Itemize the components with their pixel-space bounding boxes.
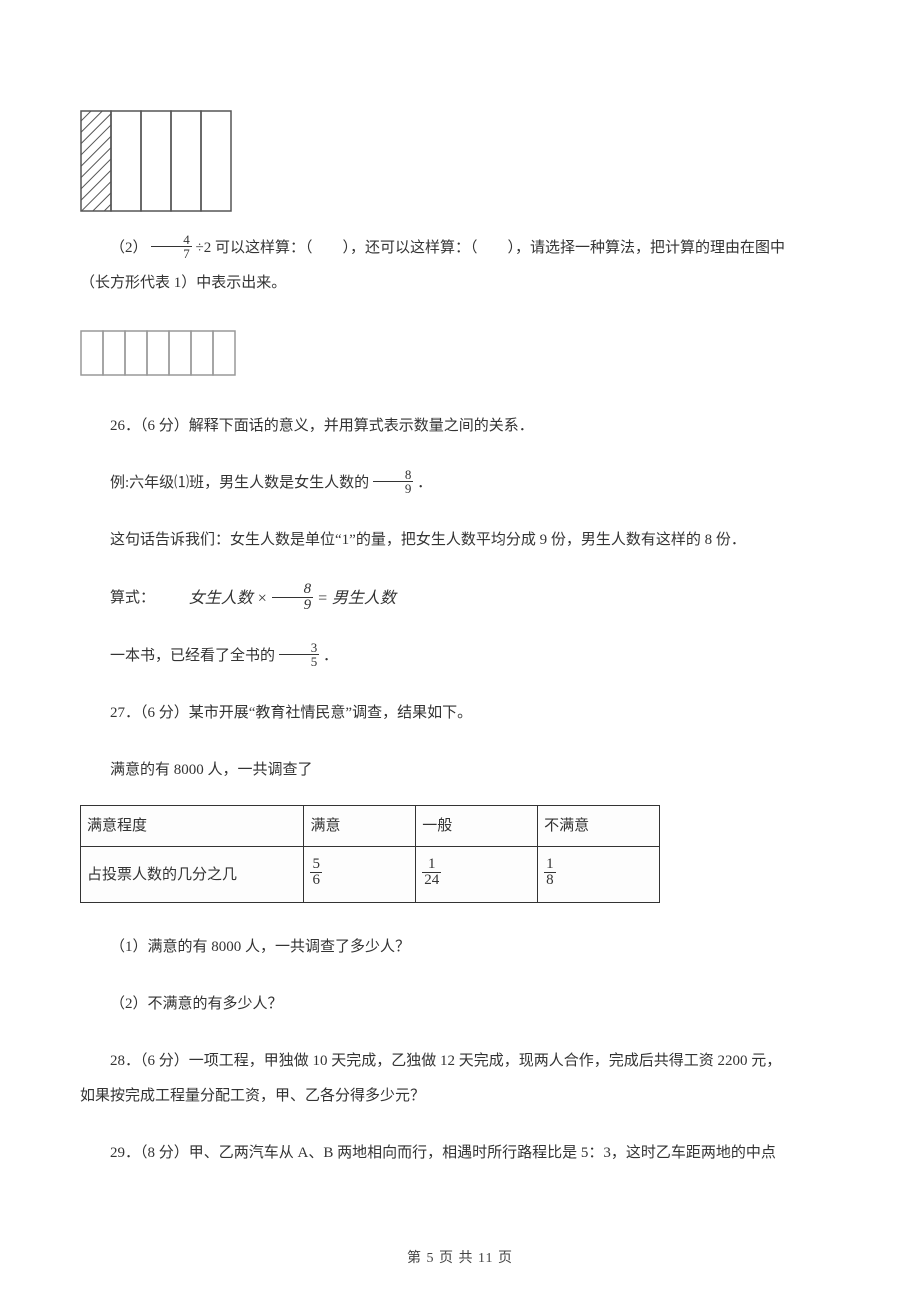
problem-27-title: 27．（6 分）某市开展“教育社情民意”调查，结果如下。 — [80, 697, 840, 730]
cell-header-degree: 满意程度 — [81, 806, 304, 847]
problem-27-q1: （1）满意的有 8000 人，一共调查了多少人？ — [80, 931, 840, 964]
text: ． — [323, 648, 338, 664]
text: 例:六年级⑴班，男生人数是女生人数的 — [110, 475, 373, 491]
problem-25-2-line1: （2） 4 7 ÷2 可以这样算：（ ），还可以这样算：（ ），请选择一种算法，… — [80, 232, 840, 265]
text: ． — [417, 475, 432, 491]
problem-29: 29．（8 分）甲、乙两汽车从 A、B 两地相向而行，相遇时所行路程比是 5：3… — [80, 1137, 840, 1170]
text: （2） — [110, 240, 148, 256]
text: ÷2 可以这样算：（ ），还可以这样算：（ ），请选择一种算法，把计算的理由在图… — [196, 240, 786, 256]
problem-27-intro: 满意的有 8000 人，一共调查了 — [80, 754, 840, 787]
fraction-8-9-eq: 8 9 — [272, 582, 314, 613]
fraction-8-9: 8 9 — [373, 468, 414, 495]
text: 一本书，已经看了全书的 — [110, 648, 279, 664]
problem-26-example: 例:六年级⑴班，男生人数是女生人数的 8 9 ． — [80, 467, 840, 500]
problem-26-equation: 算式： 女生人数 × 8 9 = 男生人数 — [80, 581, 840, 616]
problem-27-q2: （2）不满意的有多少人？ — [80, 988, 840, 1021]
fraction-3-5: 3 5 — [279, 641, 320, 668]
equation-image: 女生人数 × 8 9 = 男生人数 — [159, 581, 396, 616]
cell-label-fraction: 占投票人数的几分之几 — [81, 847, 304, 903]
figure-rectangle-7cols — [80, 330, 840, 376]
cell-frac-satisfied: 56 — [304, 847, 416, 903]
table-row-header: 满意程度 满意 一般 不满意 — [81, 806, 660, 847]
cell-header-neutral: 一般 — [416, 806, 538, 847]
problem-26-title: 26．（6 分）解释下面话的意义，并用算式表示数量之间的关系． — [80, 410, 840, 443]
cell-header-unsatisfied: 不满意 — [538, 806, 660, 847]
page-footer: 第 5 页 共 11 页 — [0, 1248, 920, 1270]
table-row-fractions: 占投票人数的几分之几 56 124 18 — [81, 847, 660, 903]
figure-rectangle-5cols — [80, 110, 840, 212]
fraction-4-7: 4 7 — [151, 233, 192, 260]
cell-frac-unsatisfied: 18 — [538, 847, 660, 903]
problem-28-line1: 28．（6 分）一项工程，甲独做 10 天完成，乙独做 12 天完成，现两人合作… — [80, 1045, 840, 1078]
eq-label: 算式： — [110, 590, 155, 606]
survey-table: 满意程度 满意 一般 不满意 占投票人数的几分之几 56 124 18 — [80, 805, 840, 903]
problem-26-explanation: 这句话告诉我们：女生人数是单位“1”的量，把女生人数平均分成 9 份，男生人数有… — [80, 524, 840, 557]
cell-header-satisfied: 满意 — [304, 806, 416, 847]
problem-26-book: 一本书，已经看了全书的 3 5 ． — [80, 640, 840, 673]
cell-frac-neutral: 124 — [416, 847, 538, 903]
problem-25-2-line2: （长方形代表 1）中表示出来。 — [80, 267, 840, 300]
problem-28-line2: 如果按完成工程量分配工资，甲、乙各分得多少元？ — [80, 1080, 840, 1113]
